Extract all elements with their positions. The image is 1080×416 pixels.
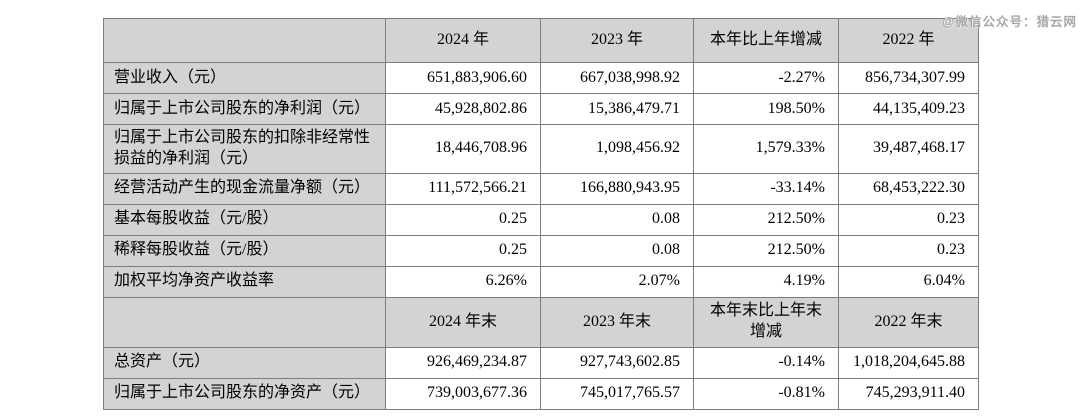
header-yoy-change: 本年比上年增减 — [693, 18, 839, 63]
watermark-wechat-account: @微信公众号：猎云网 — [942, 15, 1077, 29]
table-row-operating-cash-flow: 经营活动产生的现金流量净额（元） 111,572,566.21 166,880,… — [103, 172, 979, 205]
value-2023: 927,743,602.85 — [540, 346, 694, 379]
value-2022: 44,135,409.23 — [838, 93, 979, 125]
header-2024: 2024 年 — [385, 18, 541, 63]
table-row-net-profit-deducted: 归属于上市公司股东的扣除非经常性损益的净利润（元） 18,446,708.96 … — [103, 124, 979, 174]
value-2024: 739,003,677.36 — [385, 377, 541, 410]
value-change: 212.50% — [693, 203, 839, 236]
value-2024: 6.26% — [385, 265, 541, 298]
value-2023: 0.08 — [540, 234, 694, 267]
value-change: -33.14% — [693, 172, 839, 205]
row-label: 归属于上市公司股东的净资产（元） — [103, 377, 386, 410]
value-2023: 2.07% — [540, 265, 694, 298]
value-2023: 0.08 — [540, 203, 694, 236]
header-blank-cell — [103, 18, 386, 63]
value-2022: 745,293,911.40 — [838, 377, 979, 410]
value-2024: 111,572,566.21 — [385, 172, 541, 205]
table-row-diluted-eps: 稀释每股收益（元/股） 0.25 0.08 212.50% 0.23 — [103, 234, 979, 267]
value-change: 198.50% — [693, 93, 839, 125]
header-2022: 2022 年 — [838, 18, 979, 63]
header-row-year-end: 2024 年末 2023 年末 本年末比上年末 增减 2022 年末 — [103, 296, 979, 348]
value-2022: 0.23 — [838, 234, 979, 267]
financial-summary-table: 2024 年 2023 年 本年比上年增减 2022 年 营业收入（元） 651… — [103, 18, 979, 410]
value-2023: 745,017,765.57 — [540, 377, 694, 410]
table-row-basic-eps: 基本每股收益（元/股） 0.25 0.08 212.50% 0.23 — [103, 203, 979, 236]
header-2023: 2023 年 — [540, 18, 694, 63]
value-2022: 1,018,204,645.88 — [838, 346, 979, 379]
table-row-net-profit: 归属于上市公司股东的净利润（元） 45,928,802.86 15,386,47… — [103, 93, 979, 125]
value-2024: 926,469,234.87 — [385, 346, 541, 379]
value-2024: 651,883,906.60 — [385, 62, 541, 94]
row-label: 加权平均净资产收益率 — [103, 265, 386, 298]
value-2022: 68,453,222.30 — [838, 172, 979, 205]
header-2022-year-end: 2022 年末 — [838, 296, 979, 348]
value-change: 1,579.33% — [693, 124, 839, 174]
value-change: 212.50% — [693, 234, 839, 267]
value-2022: 0.23 — [838, 203, 979, 236]
header-2024-year-end: 2024 年末 — [385, 296, 541, 348]
value-change: -0.14% — [693, 346, 839, 379]
row-label: 总资产（元） — [103, 346, 386, 379]
row-label: 归属于上市公司股东的净利润（元） — [103, 93, 386, 125]
value-2022: 6.04% — [838, 265, 979, 298]
header-2023-year-end: 2023 年末 — [540, 296, 694, 348]
header-year-end-change: 本年末比上年末 增减 — [693, 296, 839, 348]
table-row-revenue: 营业收入（元） 651,883,906.60 667,038,998.92 -2… — [103, 62, 979, 94]
value-2024: 0.25 — [385, 234, 541, 267]
table-row-net-assets: 归属于上市公司股东的净资产（元） 739,003,677.36 745,017,… — [103, 377, 979, 410]
value-2023: 166,880,943.95 — [540, 172, 694, 205]
row-label: 稀释每股收益（元/股） — [103, 234, 386, 267]
value-change: -0.81% — [693, 377, 839, 410]
value-change: 4.19% — [693, 265, 839, 298]
value-2024: 18,446,708.96 — [385, 124, 541, 174]
table-row-weighted-roe: 加权平均净资产收益率 6.26% 2.07% 4.19% 6.04% — [103, 265, 979, 298]
value-2022: 856,734,307.99 — [838, 62, 979, 94]
value-2024: 45,928,802.86 — [385, 93, 541, 125]
row-label: 经营活动产生的现金流量净额（元） — [103, 172, 386, 205]
row-label: 基本每股收益（元/股） — [103, 203, 386, 236]
value-2023: 667,038,998.92 — [540, 62, 694, 94]
row-label: 营业收入（元） — [103, 62, 386, 94]
value-2024: 0.25 — [385, 203, 541, 236]
header-row-annual: 2024 年 2023 年 本年比上年增减 2022 年 — [103, 18, 979, 63]
header-blank-cell — [103, 296, 386, 348]
row-label: 归属于上市公司股东的扣除非经常性损益的净利润（元） — [103, 124, 386, 174]
value-change: -2.27% — [693, 62, 839, 94]
value-2022: 39,487,468.17 — [838, 124, 979, 174]
table-row-total-assets: 总资产（元） 926,469,234.87 927,743,602.85 -0.… — [103, 346, 979, 379]
value-2023: 15,386,479.71 — [540, 93, 694, 125]
value-2023: 1,098,456.92 — [540, 124, 694, 174]
